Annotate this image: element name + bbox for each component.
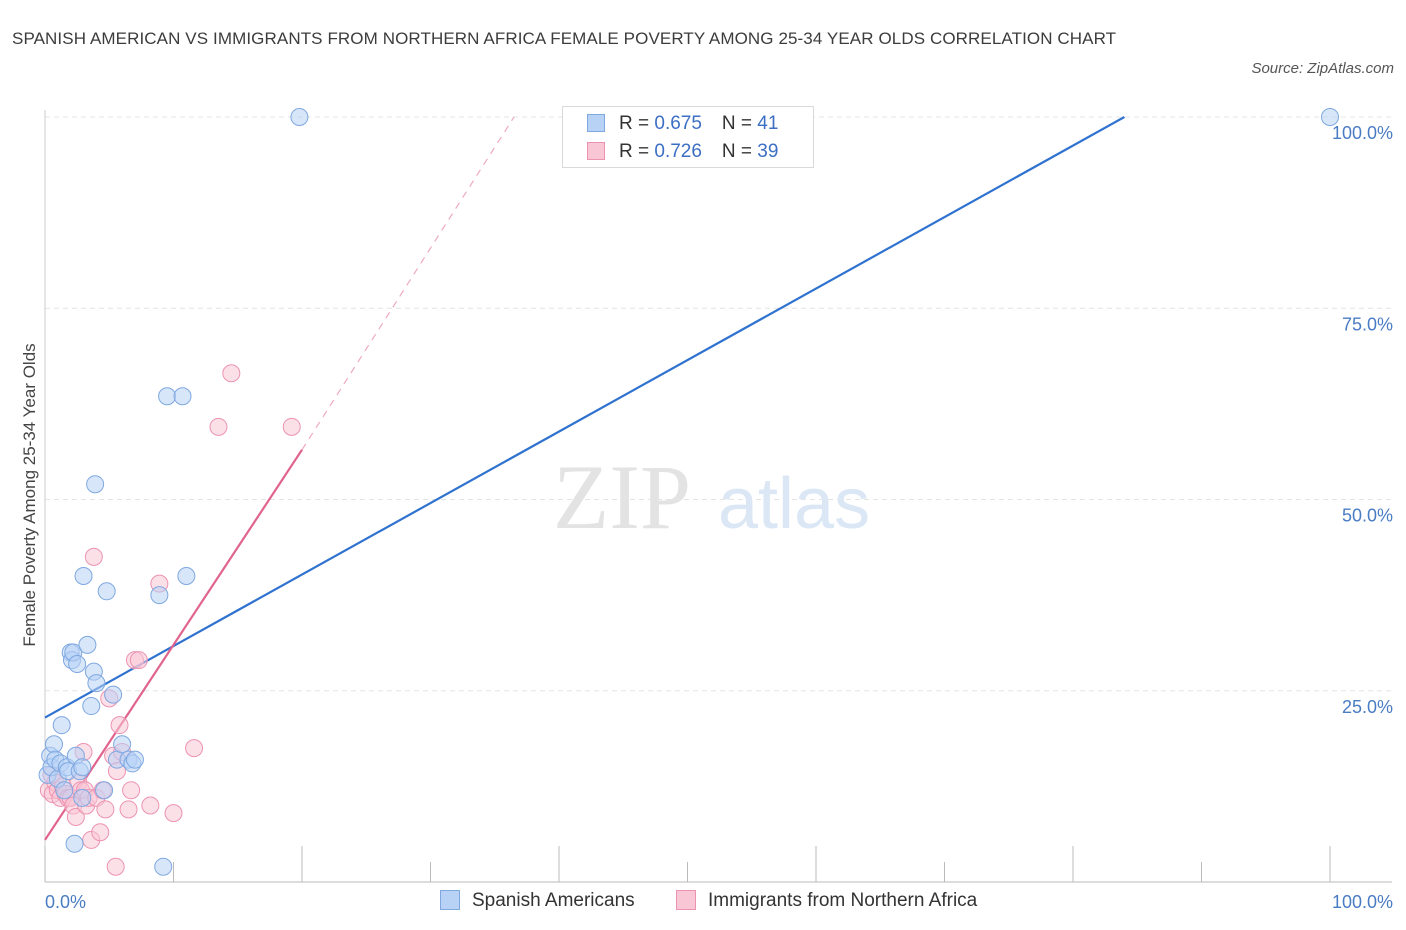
data-point-spanish-americans: [1321, 108, 1339, 126]
data-point-northern-africa: [185, 739, 204, 758]
bottom-legend-swatch-pink: [676, 890, 696, 910]
y-tick-label: 50.0%: [1342, 506, 1393, 526]
legend-swatch-blue: [587, 114, 605, 132]
data-point-spanish-americans: [74, 567, 93, 585]
data-point-northern-africa: [122, 781, 141, 800]
bottom-legend-label: Spanish Americans: [472, 890, 635, 911]
legend-row-northern-africa: R = 0.726 N = 39: [587, 141, 778, 165]
data-point-spanish-americans: [44, 735, 63, 754]
data-point-spanish-americans: [52, 716, 71, 735]
data-point-spanish-americans: [78, 635, 97, 654]
bottom-legend-spanish-americans: Spanish Americans: [440, 890, 635, 912]
bottom-legend-swatch-blue: [440, 890, 460, 910]
bottom-legend-northern-africa: Immigrants from Northern Africa: [676, 890, 977, 912]
bottom-legend-label: Immigrants from Northern Africa: [708, 890, 978, 911]
data-point-spanish-americans: [73, 788, 92, 807]
data-point-northern-africa: [106, 857, 125, 876]
watermark-zip: ZIP: [553, 446, 691, 548]
legend-r-value: 0.675: [654, 113, 702, 134]
y-axis-label: Female Poverty Among 25-34 Year Olds: [20, 343, 39, 646]
tick-labels: 25.0% 50.0% 75.0% 100.0% 0.0% 100.0%: [45, 123, 1393, 912]
data-point-spanish-americans: [73, 758, 92, 777]
legend-n-label: N =: [721, 141, 758, 162]
points-spanish-americans: [38, 108, 1339, 876]
data-point-northern-africa: [209, 417, 228, 436]
chart-title: SPANISH AMERICAN VS IMMIGRANTS FROM NORT…: [12, 29, 1117, 48]
x-tick-label: 0.0%: [45, 892, 86, 912]
data-point-spanish-americans: [68, 654, 87, 673]
legend-r-label: R =: [619, 141, 655, 162]
data-point-spanish-americans: [158, 387, 177, 406]
data-point-spanish-americans: [87, 674, 106, 693]
y-tick-label: 75.0%: [1342, 314, 1393, 334]
data-point-northern-africa: [96, 800, 115, 819]
data-point-spanish-americans: [154, 857, 173, 876]
y-tick-label: 100.0%: [1332, 123, 1393, 143]
legend-r-label: R =: [619, 113, 655, 134]
data-point-northern-africa: [119, 800, 138, 819]
data-point-northern-africa: [222, 364, 241, 383]
legend-n-label: N =: [721, 113, 758, 134]
data-point-northern-africa: [84, 547, 103, 566]
legend-n-value: 41: [757, 113, 779, 134]
data-point-northern-africa: [164, 804, 183, 823]
data-point-northern-africa: [66, 807, 85, 826]
correlation-legend: R = 0.675 N = 41 R = 0.726 N = 39: [562, 106, 814, 168]
data-point-spanish-americans: [177, 567, 196, 585]
data-point-spanish-americans: [65, 834, 84, 853]
data-point-spanish-americans: [55, 781, 74, 800]
data-point-spanish-americans: [290, 108, 309, 126]
data-point-spanish-americans: [95, 781, 114, 800]
legend-n-value: 39: [757, 141, 779, 162]
source-label: Source: ZipAtlas.com: [1251, 60, 1394, 77]
legend-r-value: 0.726: [654, 141, 702, 162]
x-tick-label: 100.0%: [1332, 892, 1393, 912]
data-point-northern-africa: [129, 651, 148, 670]
data-point-spanish-americans: [150, 586, 169, 605]
y-tick-label: 25.0%: [1342, 697, 1393, 717]
data-point-northern-africa: [110, 716, 129, 735]
trend-line-spanish-americans: [44, 116, 1125, 719]
data-point-northern-africa: [282, 417, 301, 436]
watermark-atlas: atlas: [718, 464, 870, 544]
data-point-spanish-americans: [173, 387, 192, 406]
data-point-spanish-americans: [104, 685, 123, 704]
data-point-northern-africa: [141, 796, 160, 815]
trend-line-northern-africa-extension: [301, 116, 515, 451]
legend-row-spanish-americans: R = 0.675 N = 41: [587, 113, 778, 137]
legend-swatch-pink: [587, 142, 605, 160]
data-point-spanish-americans: [125, 750, 144, 769]
data-point-spanish-americans: [82, 697, 101, 716]
data-point-spanish-americans: [113, 735, 132, 754]
data-point-spanish-americans: [97, 582, 116, 601]
data-point-spanish-americans: [86, 475, 105, 494]
watermark: ZIP atlas: [553, 446, 870, 548]
data-point-northern-africa: [91, 823, 110, 842]
